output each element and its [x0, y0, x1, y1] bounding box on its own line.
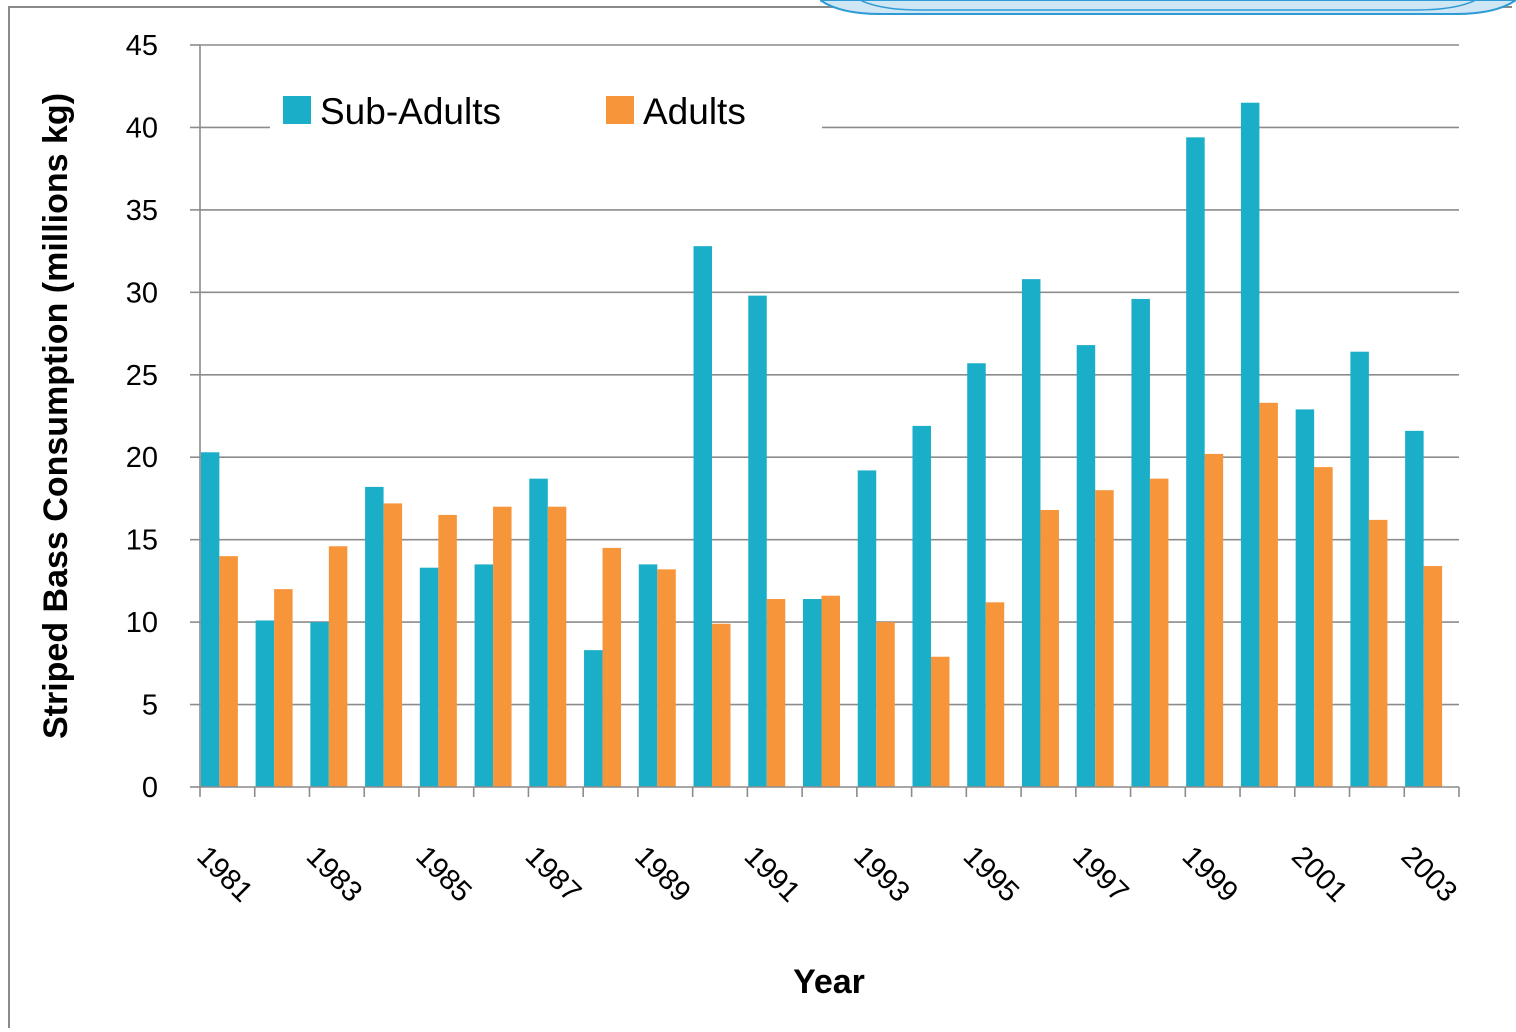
bars	[200, 102, 1443, 788]
legend-swatch-adults	[606, 96, 634, 124]
bar-adults-1992	[821, 595, 840, 787]
bar-adults-1991	[766, 599, 786, 787]
bar-sub-adults-1985	[419, 567, 439, 787]
x-tick-label: 1989	[628, 840, 696, 908]
y-tick-label: 30	[126, 277, 158, 309]
bar-sub-adults-1984	[365, 486, 384, 787]
bar-adults-1988	[602, 547, 622, 787]
bar-sub-adults-2003	[1405, 430, 1424, 787]
y-tick-labels: 0 5 10 15 20 25 30 35 40 45	[126, 30, 158, 804]
x-tick-label: 1995	[957, 840, 1025, 908]
bar-sub-adults-2000	[1240, 102, 1260, 787]
axes	[190, 44, 1460, 797]
bar-adults-1999	[1204, 453, 1224, 787]
x-tick-label: 1983	[300, 840, 368, 908]
bar-sub-adults-2001	[1295, 409, 1315, 787]
bar-adults-1981	[219, 556, 238, 787]
bar-adults-1994	[930, 656, 950, 787]
x-tick-label: 2003	[1395, 840, 1463, 908]
bar-adults-1989	[657, 569, 676, 787]
bar-adults-1984	[383, 503, 403, 787]
bar-adults-2001	[1314, 467, 1333, 787]
bar-adults-1997	[1095, 490, 1114, 787]
bar-adults-1993	[876, 622, 895, 787]
bar-adults-1996	[1040, 509, 1059, 787]
bar-sub-adults-1986	[474, 564, 494, 787]
legend-label-sub-adults: Sub-Adults	[320, 91, 501, 132]
y-tick-label: 40	[126, 112, 158, 144]
bar-adults-2003	[1423, 566, 1443, 787]
y-tick-label: 15	[126, 525, 158, 557]
bar-sub-adults-1987	[529, 478, 548, 787]
x-tick-label: 1999	[1176, 840, 1244, 908]
bar-adults-1985	[438, 514, 457, 787]
legend: Sub-Adults Adults	[270, 88, 822, 148]
bar-sub-adults-1981	[200, 452, 220, 787]
bar-sub-adults-1998	[1131, 298, 1150, 787]
y-tick-label: 25	[126, 360, 158, 392]
x-tick-label: 1991	[738, 840, 806, 908]
legend-swatch-sub-adults	[283, 96, 311, 124]
x-tick-label: 2001	[1285, 840, 1353, 908]
y-tick-label: 0	[142, 772, 158, 804]
bar-sub-adults-1999	[1186, 137, 1205, 788]
bar-sub-adults-1988	[584, 650, 603, 787]
bar-adults-2000	[1259, 402, 1278, 787]
x-tick-label: 1985	[409, 840, 477, 908]
y-tick-label: 35	[126, 195, 158, 227]
bar-adults-1998	[1149, 478, 1169, 787]
legend-label-adults: Adults	[643, 91, 746, 132]
bar-sub-adults-1996	[1021, 279, 1041, 787]
x-tick-label: 1981	[190, 840, 258, 908]
bar-sub-adults-1991	[748, 295, 767, 787]
bar-adults-2002	[1368, 519, 1388, 787]
bar-sub-adults-1995	[967, 363, 986, 787]
bar-adults-1995	[985, 602, 1005, 787]
bar-sub-adults-2002	[1350, 351, 1369, 787]
x-tick-label: 1987	[519, 840, 587, 908]
bar-sub-adults-1989	[638, 564, 658, 787]
x-axis-title: Year	[793, 963, 865, 1001]
bar-sub-adults-1990	[693, 246, 713, 788]
bar-adults-1983	[328, 546, 348, 787]
y-axis-title: Striped Bass Consumption (millions kg)	[37, 93, 75, 739]
legend-background	[270, 88, 822, 148]
y-tick-label: 5	[142, 690, 158, 722]
chart-frame	[8, 6, 1512, 1028]
y-tick-label: 20	[126, 442, 158, 474]
bar-adults-1987	[547, 506, 567, 787]
x-tick-label: 1993	[847, 840, 915, 908]
x-tick-label: 1997	[1066, 840, 1134, 908]
y-tick-label: 45	[126, 30, 158, 62]
bar-sub-adults-1994	[912, 425, 931, 787]
bar-adults-1990	[712, 623, 731, 787]
bar-sub-adults-1997	[1076, 345, 1096, 787]
bar-sub-adults-1982	[255, 620, 275, 787]
bar-sub-adults-1993	[857, 470, 877, 787]
bar-adults-1986	[493, 506, 512, 787]
top-decoration	[820, 0, 1516, 15]
y-tick-label: 10	[126, 607, 158, 639]
x-tick-labels: 1981 1983 1985 1987 1989 1991 1993 1995 1997 1999…	[190, 840, 1463, 908]
bar-sub-adults-1983	[310, 622, 329, 787]
bar-adults-1982	[274, 589, 293, 787]
bar-sub-adults-1992	[803, 599, 822, 787]
